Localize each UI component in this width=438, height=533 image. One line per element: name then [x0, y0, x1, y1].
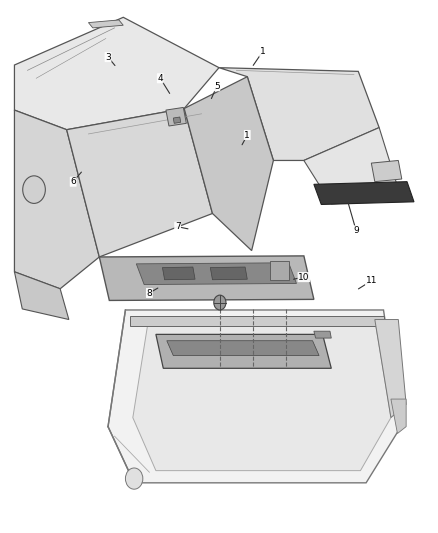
- Polygon shape: [156, 334, 331, 368]
- Polygon shape: [67, 109, 212, 257]
- Polygon shape: [88, 20, 123, 28]
- Polygon shape: [304, 127, 402, 204]
- Polygon shape: [391, 399, 406, 433]
- Polygon shape: [14, 17, 219, 130]
- Polygon shape: [136, 263, 297, 285]
- Polygon shape: [162, 267, 195, 280]
- Circle shape: [23, 176, 46, 204]
- Polygon shape: [270, 261, 289, 280]
- Polygon shape: [173, 117, 181, 123]
- Text: 6: 6: [71, 177, 76, 186]
- Text: 11: 11: [366, 276, 377, 285]
- Polygon shape: [210, 267, 247, 280]
- Polygon shape: [184, 77, 273, 251]
- Circle shape: [125, 468, 143, 489]
- Text: 5: 5: [214, 82, 220, 91]
- Text: 1: 1: [244, 131, 250, 140]
- Polygon shape: [371, 160, 402, 182]
- Text: 4: 4: [157, 74, 163, 83]
- Text: 10: 10: [298, 272, 310, 281]
- Polygon shape: [314, 331, 331, 338]
- Text: 7: 7: [175, 222, 180, 231]
- Polygon shape: [14, 110, 99, 289]
- Text: 1: 1: [260, 47, 265, 56]
- Polygon shape: [108, 310, 401, 483]
- Text: 3: 3: [105, 53, 111, 62]
- Text: 8: 8: [146, 288, 152, 297]
- Polygon shape: [314, 182, 414, 205]
- Text: 9: 9: [353, 226, 359, 235]
- Polygon shape: [99, 256, 314, 301]
- Circle shape: [214, 295, 226, 310]
- Polygon shape: [166, 108, 186, 126]
- Polygon shape: [167, 341, 319, 356]
- Polygon shape: [133, 319, 391, 471]
- Polygon shape: [130, 317, 384, 326]
- Polygon shape: [375, 319, 406, 418]
- Polygon shape: [219, 68, 379, 160]
- Polygon shape: [14, 272, 69, 319]
